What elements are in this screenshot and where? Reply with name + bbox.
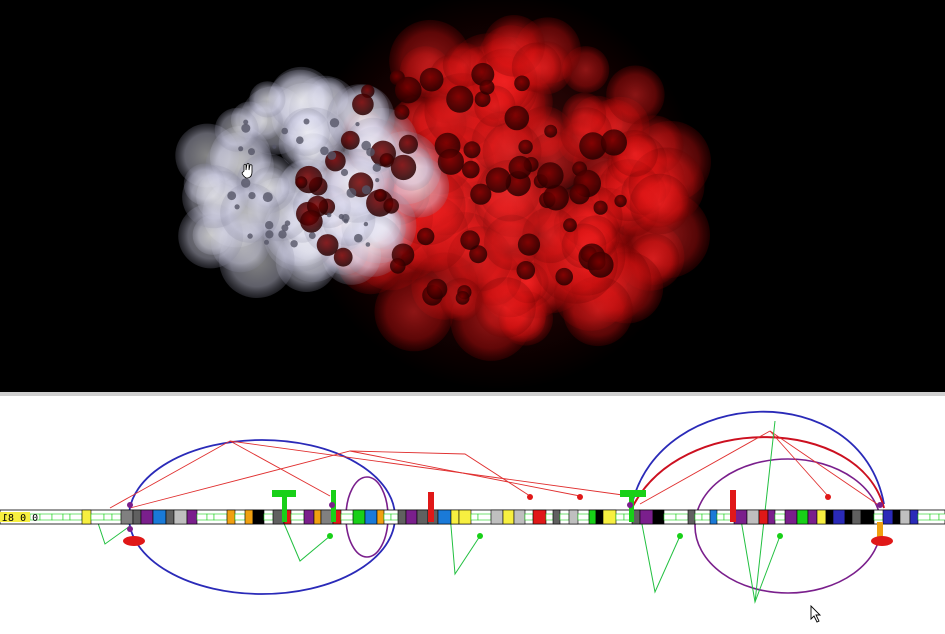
red-oval-left: [123, 536, 145, 546]
sequence-track-panel[interactable]: 0 0 81: [0, 396, 945, 634]
purple-arc-right: [694, 458, 882, 594]
molecule-render: [175, 0, 712, 390]
molecule-3d-viewer[interactable]: [0, 0, 945, 392]
red-contact-line-3: [229, 440, 631, 497]
sequence-start-label: 0 0 81: [2, 513, 39, 524]
green-line-4: [639, 513, 681, 594]
green-line-3: [449, 513, 481, 576]
red-arc-right: [631, 436, 885, 509]
contact-dots: [127, 494, 883, 539]
sequence-blocks: [29, 509, 945, 525]
red-contact-line-1: [109, 440, 331, 509]
red-oval-right: [871, 536, 893, 546]
arrow-pointer-icon: [810, 605, 822, 623]
atom-dots: [227, 62, 628, 306]
sequence-arc-diagram: [0, 410, 945, 604]
panel-divider[interactable]: [0, 392, 945, 396]
blue-arc-right: [631, 410, 885, 505]
hand-pointer-icon: [241, 162, 253, 179]
green-line-2: [279, 513, 331, 562]
red-contact-line-2: [129, 450, 531, 509]
red-contact-line-5: [769, 430, 829, 497]
track-start-bar: [0, 512, 30, 522]
red-contact-line-4: [349, 450, 581, 497]
red-contact-line-6: [769, 430, 881, 507]
red-contact-line-7: [639, 430, 771, 505]
